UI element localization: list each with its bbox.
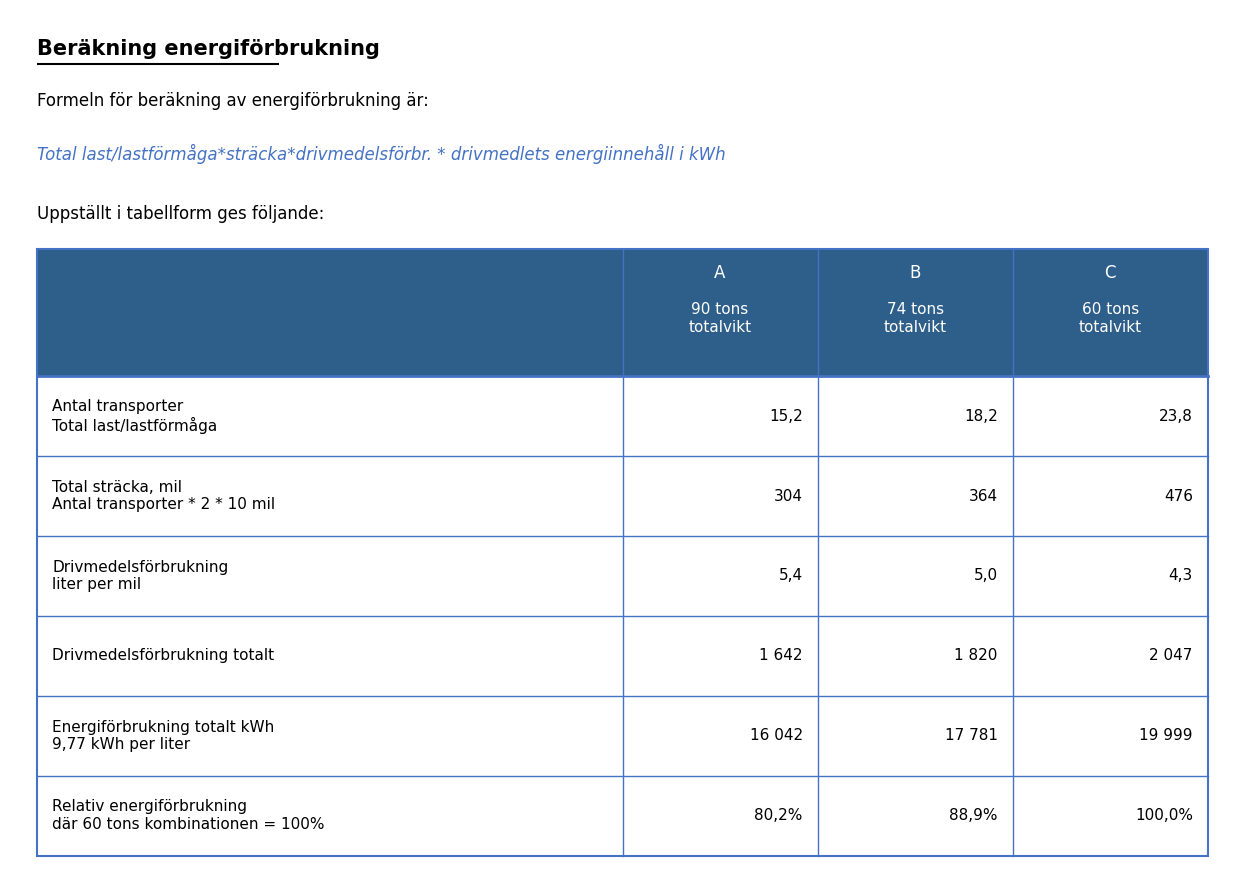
Text: 17 781: 17 781: [945, 728, 997, 743]
Text: Energiförbrukning totalt kWh
9,77 kWh per liter: Energiförbrukning totalt kWh 9,77 kWh pe…: [52, 719, 275, 752]
Text: Total sträcka, mil
Antal transporter * 2 * 10 mil: Total sträcka, mil Antal transporter * 2…: [52, 480, 275, 512]
Bar: [37, 249, 1208, 856]
Text: 80,2%: 80,2%: [754, 808, 803, 823]
Bar: [37, 376, 1208, 456]
Text: 88,9%: 88,9%: [949, 808, 997, 823]
Text: 90 tons
totalvikt: 90 tons totalvikt: [688, 302, 752, 334]
Text: 364: 364: [969, 489, 997, 504]
Bar: [37, 536, 1208, 615]
Text: 4,3: 4,3: [1169, 568, 1193, 583]
Bar: [37, 775, 1208, 856]
Text: 1 642: 1 642: [759, 649, 803, 663]
Text: Uppställt i tabellform ges följande:: Uppställt i tabellform ges följande:: [37, 205, 325, 223]
Text: Relativ energiförbrukning
där 60 tons kombinationen = 100%: Relativ energiförbrukning där 60 tons ko…: [52, 800, 325, 832]
Text: 304: 304: [773, 489, 803, 504]
Text: 2 047: 2 047: [1149, 649, 1193, 663]
Text: 23,8: 23,8: [1159, 409, 1193, 423]
Text: 5,0: 5,0: [974, 568, 997, 583]
Text: 15,2: 15,2: [769, 409, 803, 423]
Text: 476: 476: [1164, 489, 1193, 504]
Text: 74 tons
totalvikt: 74 tons totalvikt: [884, 302, 946, 334]
Bar: [37, 456, 1208, 536]
Text: Beräkning energiförbrukning: Beräkning energiförbrukning: [37, 39, 380, 59]
Text: 5,4: 5,4: [778, 568, 803, 583]
Text: 19 999: 19 999: [1139, 728, 1193, 743]
Text: Antal transporter
Total last/lastförmåga: Antal transporter Total last/lastförmåga: [52, 399, 218, 434]
Text: A: A: [715, 265, 726, 282]
Text: Formeln för beräkning av energiförbrukning är:: Formeln för beräkning av energiförbrukni…: [37, 92, 430, 110]
Bar: [37, 249, 1208, 376]
Text: B: B: [909, 265, 921, 282]
Text: 100,0%: 100,0%: [1135, 808, 1193, 823]
Text: 18,2: 18,2: [964, 409, 997, 423]
Bar: [37, 615, 1208, 696]
Text: 16 042: 16 042: [749, 728, 803, 743]
Text: 60 tons
totalvikt: 60 tons totalvikt: [1078, 302, 1142, 334]
Text: C: C: [1104, 265, 1116, 282]
Text: Drivmedelsförbrukning totalt: Drivmedelsförbrukning totalt: [52, 649, 274, 663]
Text: 1 820: 1 820: [955, 649, 997, 663]
Text: Total last/lastförmåga*sträcka*drivmedelsförbr. * drivmedlets energiinnehåll i k: Total last/lastförmåga*sträcka*drivmedel…: [37, 144, 726, 164]
Text: Drivmedelsförbrukning
liter per mil: Drivmedelsförbrukning liter per mil: [52, 560, 229, 592]
Bar: [37, 696, 1208, 775]
